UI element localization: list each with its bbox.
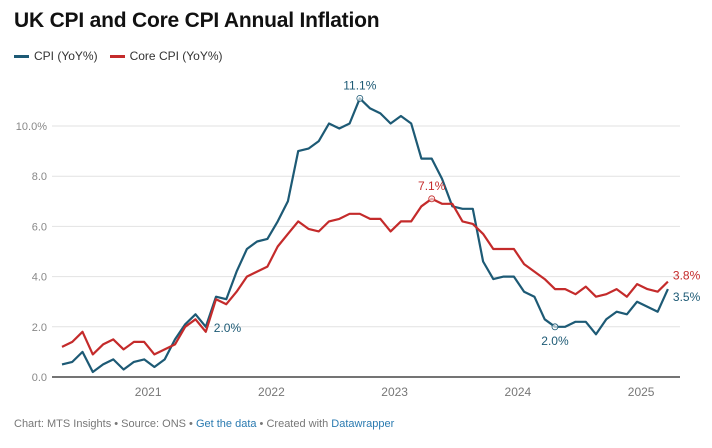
legend-item-cpi: CPI (YoY%) (14, 49, 98, 63)
annotation-marker (551, 323, 559, 331)
datawrapper-link[interactable]: Datawrapper (331, 418, 395, 430)
legend-label-core-cpi: Core CPI (YoY%) (129, 49, 223, 63)
created-with: Created with (266, 418, 329, 430)
annotation-label: 3.5% (673, 290, 701, 304)
legend-swatch-cpi (14, 54, 29, 58)
legend: CPI (YoY%) Core CPI (YoY%) (14, 49, 223, 63)
legend-item-core-cpi: Core CPI (YoY%) (109, 49, 223, 63)
x-tick-label: 2021 (135, 385, 162, 399)
separator: • (185, 418, 196, 430)
x-tick-label: 2025 (628, 385, 655, 399)
x-tick-label: 2024 (505, 385, 532, 399)
chart-credit: Chart: MTS Insights (14, 418, 112, 430)
separator: • (111, 418, 122, 430)
source: Source: ONS (121, 418, 186, 430)
x-tick-label: 2023 (381, 385, 408, 399)
annotation-label: 7.1% (418, 179, 446, 193)
annotation-label: 3.8% (673, 269, 701, 283)
annotation-marker (356, 94, 364, 102)
annotation-marker (428, 195, 436, 203)
annotation-label: 11.1% (343, 78, 376, 92)
y-tick-label: 4.0 (32, 272, 47, 284)
annotation-label: 2.0% (214, 321, 242, 335)
chart-title: UK CPI and Core CPI Annual Inflation (14, 9, 380, 32)
y-tick-label: 2.0 (32, 322, 47, 334)
y-tick-label: 8.0 (32, 171, 47, 183)
footer: Chart: MTS Insights • Source: ONS • Get … (14, 418, 394, 430)
y-tick-label: 6.0 (32, 221, 47, 233)
core-cpi-line (61, 197, 669, 356)
get-data-link[interactable]: Get the data (195, 418, 257, 430)
legend-swatch-core-cpi (109, 54, 125, 58)
x-tick-label: 2022 (258, 385, 285, 399)
cpi-line (61, 97, 669, 374)
annotation-label: 2.0% (541, 334, 569, 348)
separator: • (256, 418, 267, 430)
legend-label-cpi: CPI (YoY%) (34, 49, 98, 63)
y-tick-label: 10.0% (16, 121, 47, 133)
y-tick-label: 0.0 (32, 372, 47, 384)
